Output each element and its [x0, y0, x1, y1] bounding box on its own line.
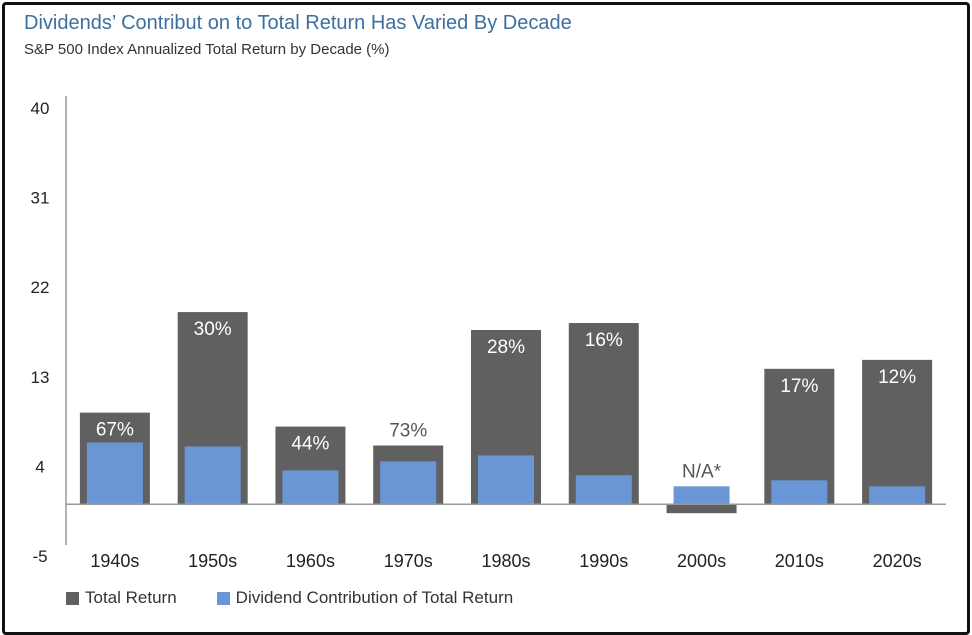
y-tick-label: 4 — [35, 457, 44, 476]
legend-item-total-return: Total Return — [66, 588, 177, 608]
x-tick-label: 2010s — [775, 551, 824, 571]
bar-percentage-label: 28% — [487, 337, 525, 358]
total-return-bar — [862, 359, 933, 505]
bar-percentage-label: N/A* — [682, 461, 722, 482]
bar-percentage-label: 17% — [780, 376, 818, 397]
x-tick-label: 2020s — [873, 551, 922, 571]
bar-percentage-label: 73% — [389, 420, 427, 441]
x-tick-label: 1960s — [286, 551, 335, 571]
legend-swatch-total-return — [66, 591, 79, 605]
x-tick-label: 1970s — [384, 551, 433, 571]
dividend-contribution-bar — [478, 455, 534, 505]
chart-title: Dividends’ Contribut on to Total Return … — [24, 12, 572, 34]
y-tick-label: -5 — [32, 547, 47, 566]
dividend-contribution-bar — [869, 486, 926, 505]
dividend-contribution-bar — [184, 446, 241, 505]
dividend-contribution-bar — [771, 480, 828, 505]
dividend-contribution-bar — [86, 442, 143, 505]
total-return-bar — [666, 504, 737, 514]
dividend-contribution-bar — [575, 475, 632, 505]
x-tick-label: 2000s — [677, 551, 726, 571]
total-return-bar — [568, 323, 639, 505]
bar-percentage-label: 44% — [291, 434, 329, 455]
y-tick-label: 13 — [31, 368, 50, 387]
chart-legend: Total Return Dividend Contribution of To… — [66, 588, 553, 608]
x-tick-label: 1950s — [188, 551, 237, 571]
bar-percentage-label: 16% — [585, 330, 623, 351]
legend-swatch-dividend-contribution — [216, 591, 230, 605]
dividend-contribution-bar — [282, 470, 339, 505]
dividend-contribution-bar — [380, 461, 437, 505]
x-tick-label: 1980s — [481, 551, 530, 571]
legend-item-dividend-contribution: Dividend Contribution of Total Return — [216, 588, 514, 608]
legend-label-dividend-contribution: Dividend Contribution of Total Return — [235, 588, 514, 607]
bar-percentage-label: 30% — [194, 319, 232, 340]
bar-percentage-label: 12% — [878, 367, 916, 388]
bar-percentage-label: 67% — [96, 420, 134, 441]
x-tick-label: 1990s — [579, 551, 628, 571]
chart-subtitle: S&P 500 Index Annualized Total Return by… — [24, 41, 390, 58]
y-tick-label: 40 — [31, 99, 50, 118]
dividend-contribution-bar — [673, 486, 730, 505]
y-tick-label: 22 — [31, 278, 50, 297]
x-tick-label: 1940s — [90, 551, 139, 571]
y-tick-label: 31 — [31, 189, 50, 208]
legend-label-total-return: Total Return — [85, 588, 177, 607]
